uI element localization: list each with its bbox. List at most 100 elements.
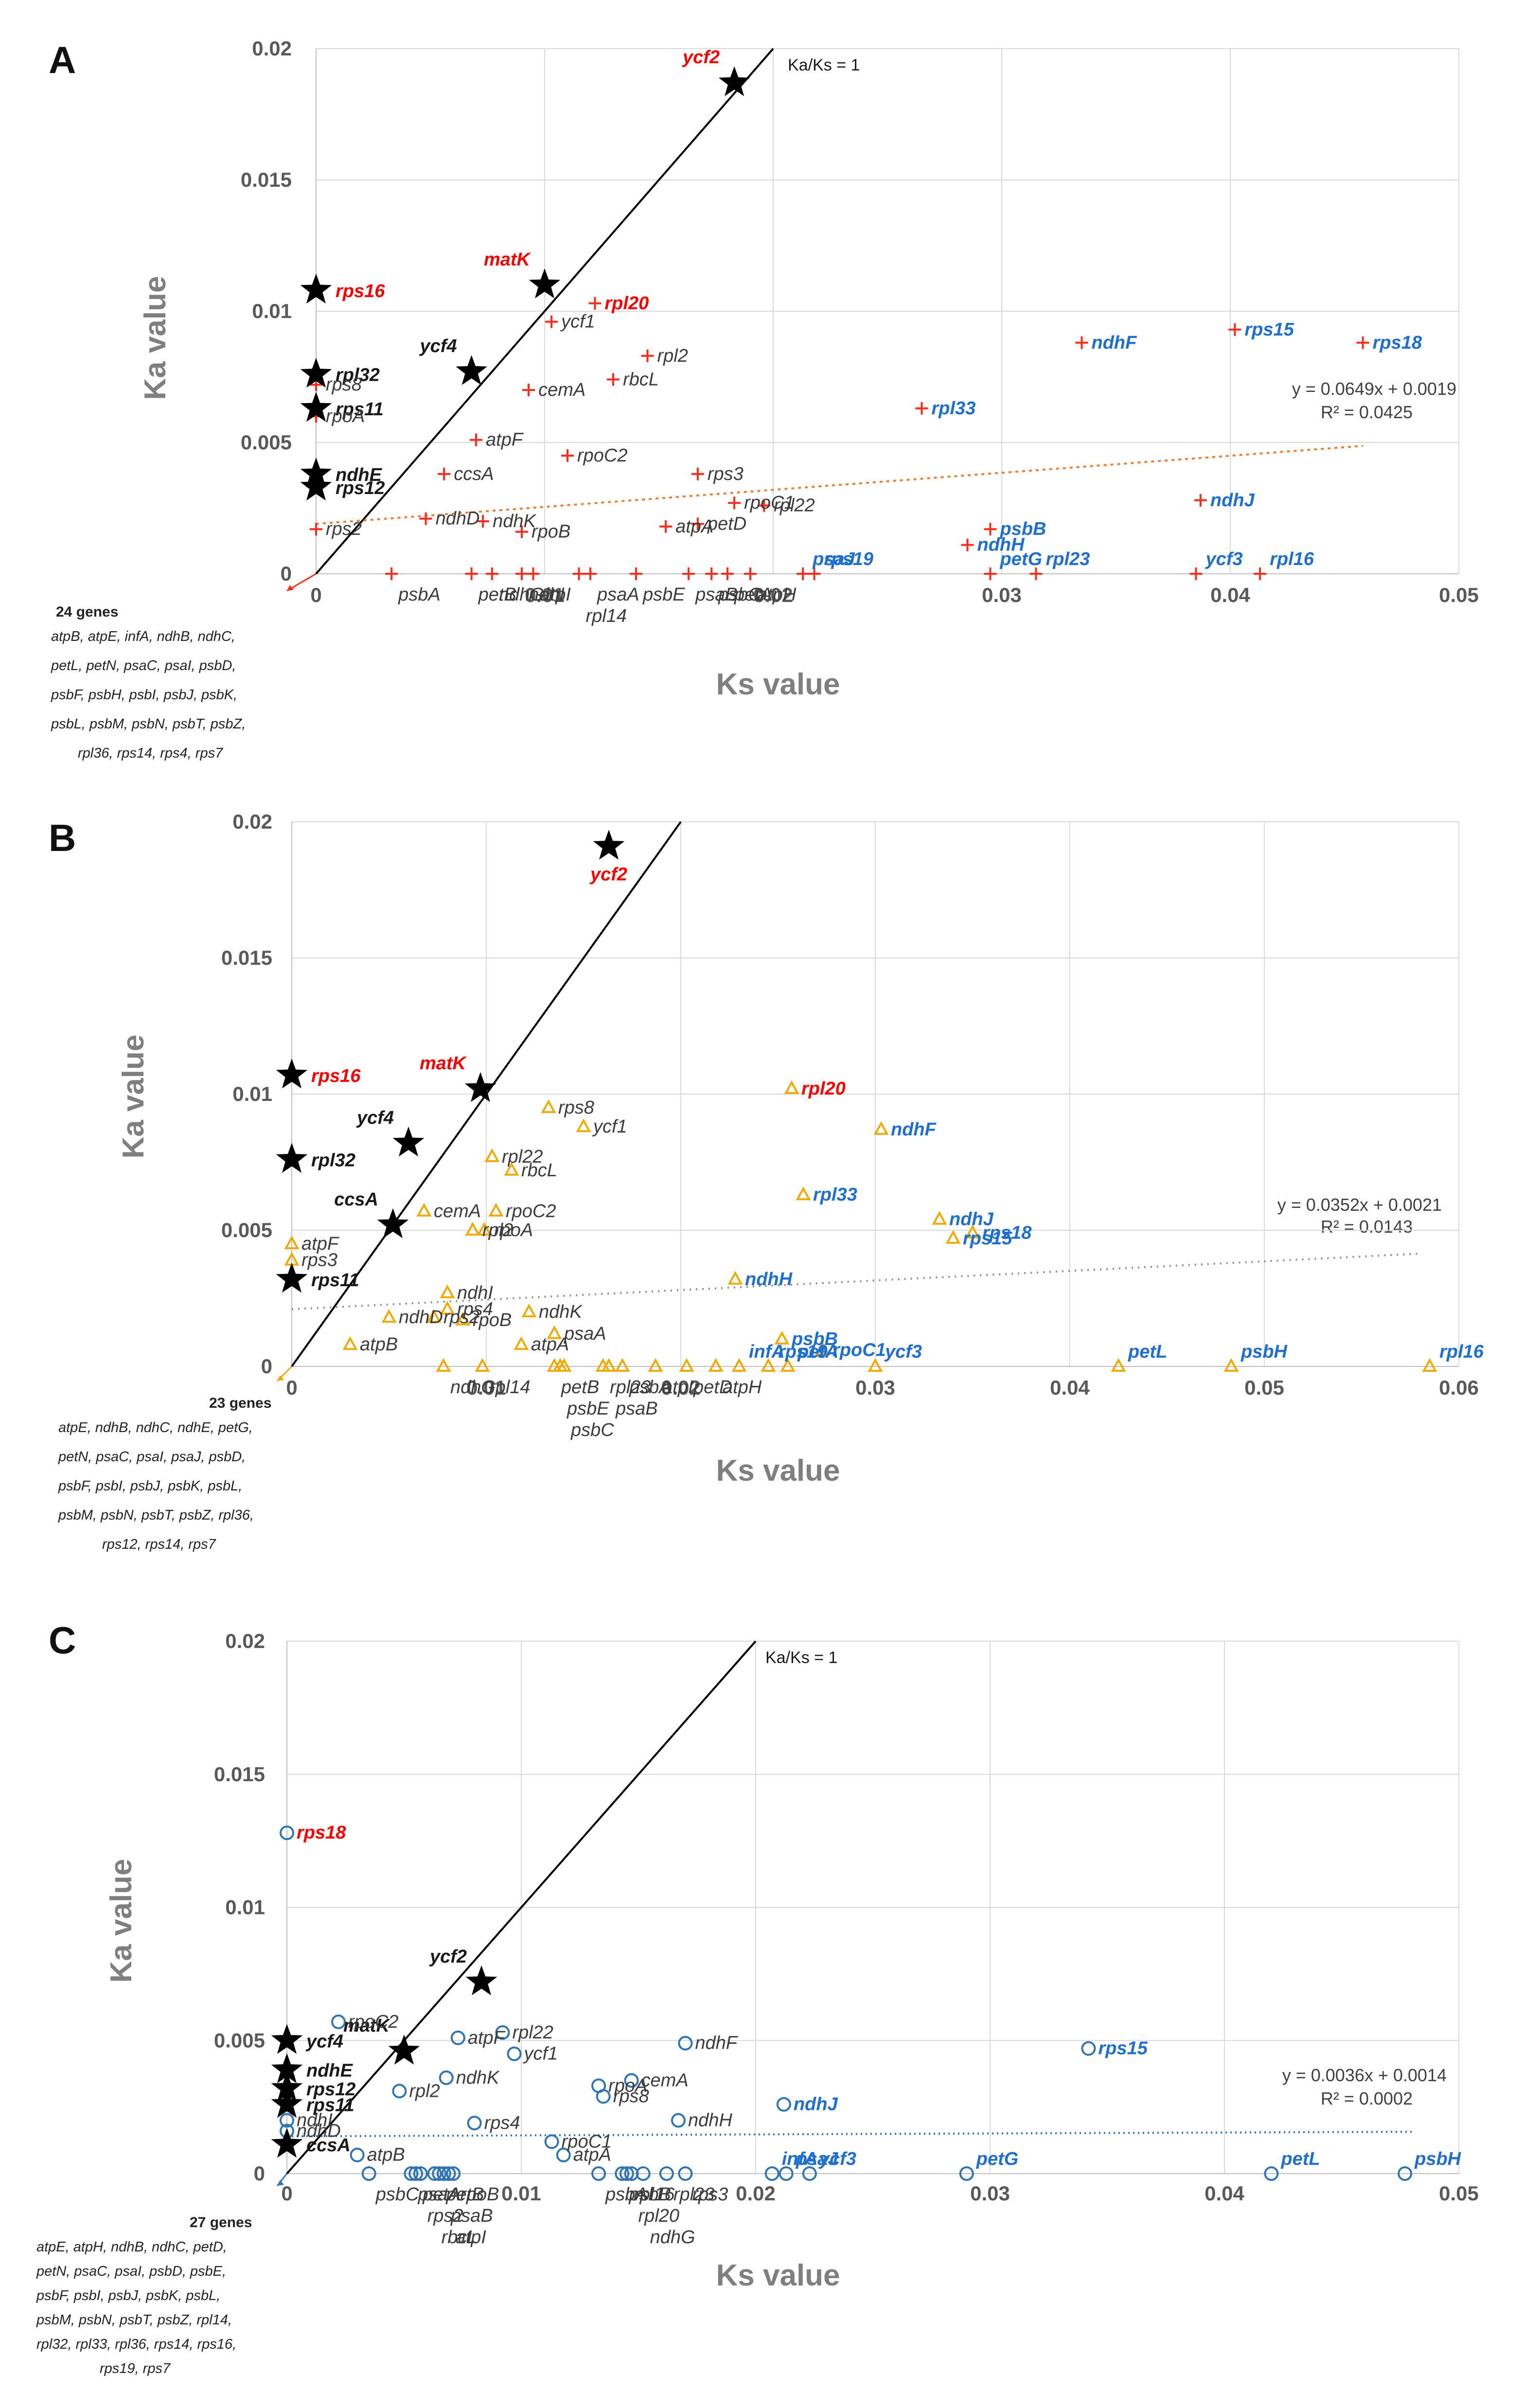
gene-label-ycf1: ycf1 <box>523 2044 558 2064</box>
data-point-psaA <box>404 2166 419 2181</box>
gene-label-atpF: atpF <box>301 1234 339 1254</box>
zero-genes-arrowhead-a <box>287 585 294 591</box>
x-tick-label-b: 0.02 <box>661 1376 701 1399</box>
gene-label-rpl16: rpl16 <box>634 2184 675 2205</box>
data-point-ycf1 <box>507 2046 522 2061</box>
gene-label-psaA: psaA <box>597 584 639 605</box>
ka-ks-line-label-c: Ka/Ks = 1 <box>765 1648 837 1667</box>
gene-label-ndhJ: ndhJ <box>949 1209 994 1230</box>
gene-label-rpl22: rpl22 <box>512 2022 553 2043</box>
star-point-rps16 <box>300 273 332 304</box>
gene-label-ndhJ: ndhJ <box>1210 490 1255 511</box>
gene-label-rps16: rps16 <box>311 1066 361 1086</box>
r-squared-b: R² = 0.0143 <box>1321 1217 1413 1237</box>
x-axis-title-c: Ks value <box>716 2259 840 2292</box>
gene-label-matK: matK <box>484 249 532 270</box>
gene-label-atpI: atpI <box>540 584 571 605</box>
data-point-rpoB <box>446 2166 461 2181</box>
data-point-ndhJ <box>776 2097 791 2112</box>
x-tick-label-a: 0 <box>310 584 321 606</box>
gene-label-petG: petG <box>976 2149 1019 2169</box>
data-point-rps3 <box>678 2166 693 2181</box>
zero-gene-count-a: 24 genes <box>56 604 118 620</box>
data-point-rpl20 <box>784 1080 799 1094</box>
gene-label-matK: matK <box>420 1053 467 1074</box>
data-point-petD <box>679 1358 694 1372</box>
data-point-atpH <box>744 567 757 580</box>
data-point-rpoA <box>477 1222 492 1236</box>
y-tick-label-a: 0.015 <box>241 168 292 191</box>
panel-b: B Ks value Ka value y = 0.0352x + 0.0021… <box>0 778 1524 1580</box>
gene-label-rpl2: rpl2 <box>657 346 688 366</box>
r-squared-c: R² = 0.0002 <box>1321 2089 1413 2108</box>
gene-label-psbE: psbE <box>642 584 685 605</box>
x-tick-label-b: 0.06 <box>1439 1376 1479 1399</box>
gene-label-psaB: psaB <box>450 2206 493 2226</box>
gene-label-psbH: psbH <box>1240 1342 1288 1362</box>
gene-label-psbB: psbB <box>628 2184 671 2205</box>
gene-label-rpoB: rpoB <box>532 522 570 542</box>
data-point-ndhF <box>873 1121 889 1135</box>
y-tick-label-c: 0 <box>254 2162 265 2185</box>
data-point-atpA <box>556 2147 571 2162</box>
gene-label-ycf3: ycf3 <box>818 2149 856 2169</box>
data-point-rpl14 <box>475 1358 490 1372</box>
data-point-ndhI <box>515 567 528 580</box>
data-point-psbE <box>630 567 642 580</box>
data-point-rbcL <box>607 373 620 386</box>
gene-label-psbH: psbH <box>1414 2149 1462 2169</box>
data-point-rpl2 <box>641 349 654 362</box>
data-point-psbC <box>705 567 718 580</box>
gene-label-ycf1: ycf1 <box>592 1116 627 1137</box>
y-tick-label-c: 0.015 <box>214 1763 265 1786</box>
gene-label-petA: petA <box>422 2184 461 2205</box>
y-tick-label-b: 0.01 <box>232 1082 272 1105</box>
gene-label-ndhI: ndhI <box>529 584 565 605</box>
data-point-psbA <box>591 2166 606 2181</box>
data-point-psbA <box>385 567 398 580</box>
gene-label-ccsA: ccsA <box>454 464 494 484</box>
gene-label-rpl20: rpl20 <box>604 293 649 314</box>
gene-label-ndhJ: ndhJ <box>794 2094 838 2115</box>
ka-ks-line-label-a: Ka/Ks = 1 <box>788 56 860 74</box>
data-point-rpl22 <box>495 2025 510 2040</box>
data-point-atpI <box>648 1358 663 1372</box>
gene-label-psbC: psbC <box>570 1420 614 1440</box>
gene-label-petB: petB <box>445 2184 484 2205</box>
star-point-matK <box>529 268 561 299</box>
gene-label-cemA: cemA <box>641 2070 689 2090</box>
data-point-rbcL <box>427 2166 442 2181</box>
gene-label-infA: infA <box>782 2149 818 2169</box>
gene-label-atpA: atpA <box>531 1334 569 1355</box>
gene-label-psbE: psbE <box>567 1399 609 1419</box>
data-point-ndhG <box>436 1358 451 1372</box>
gene-label-rpoC1: rpoC1 <box>833 1340 886 1360</box>
star-point-rpl32 <box>300 357 332 388</box>
gene-label-rps11: rps11 <box>311 1270 359 1291</box>
gene-label-atpF: atpF <box>486 430 524 450</box>
x-tick-label-a: 0.05 <box>1439 584 1479 606</box>
zero-genes-arrowhead-c <box>277 2180 284 2186</box>
gene-label-rps19: rps19 <box>824 549 873 569</box>
data-point-petA <box>408 2166 424 2181</box>
data-point-atpB <box>350 2147 365 2162</box>
x-tick-label-a: 0.04 <box>1210 584 1250 606</box>
gene-label-psbB: psbB <box>791 1329 838 1349</box>
data-point-ccsA <box>438 467 451 480</box>
data-point-psbH <box>1223 1358 1239 1372</box>
gene-label-petG: petG <box>1000 549 1043 569</box>
star-point-rps12 <box>300 470 332 501</box>
gene-label-rps19: rps19 <box>778 1342 827 1362</box>
gene-label-ccsA: ccsA <box>334 1189 378 1210</box>
data-point-rps2 <box>426 1309 442 1323</box>
gene-label-ycf2: ycf2 <box>589 864 627 885</box>
zero-gene-list-line: rps12, rps14, rps7 <box>102 1537 217 1552</box>
data-point-psaJ <box>779 2166 794 2181</box>
gene-label-rpl20: rpl20 <box>801 1079 846 1099</box>
data-point-rps18 <box>965 1224 980 1239</box>
zero-gene-list-line: atpE, ndhB, ndhC, ndhE, petG, <box>58 1420 253 1435</box>
data-point-petB <box>432 2166 447 2181</box>
gene-label-psbA: psbA <box>629 1377 672 1398</box>
data-point-rpl14 <box>572 567 585 580</box>
star-point-rps11 <box>300 391 332 422</box>
